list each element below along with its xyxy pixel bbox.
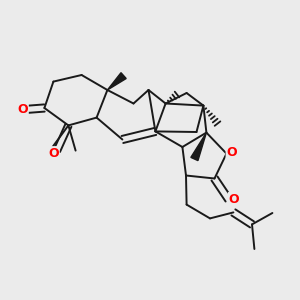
Text: O: O (229, 193, 239, 206)
Polygon shape (107, 73, 126, 90)
Text: O: O (17, 103, 28, 116)
Text: O: O (226, 146, 237, 159)
Polygon shape (191, 133, 206, 160)
Text: O: O (48, 147, 59, 160)
